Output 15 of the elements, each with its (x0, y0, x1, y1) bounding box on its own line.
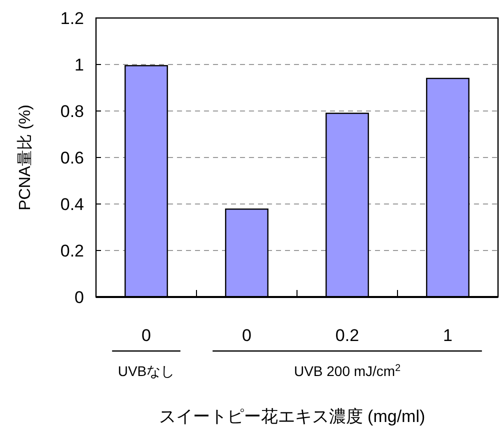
y-tick-label: 1 (74, 56, 84, 74)
x-tick-label: 0 (142, 326, 151, 345)
y-tick-label: 0 (74, 288, 84, 307)
y-tick-label: 1.2 (60, 9, 84, 28)
x-tick-label: 0 (242, 326, 252, 345)
x-axis-title: スイートピー花エキス濃度 (mg/ml) (158, 407, 426, 426)
y-tick-label: 0.4 (60, 195, 84, 214)
y-tick-label: 0.2 (60, 242, 84, 260)
x-tick-label: 0.2 (335, 326, 360, 345)
y-axis-title: PCNA量比 (%) (16, 104, 34, 210)
x-tick-label: 1 (443, 326, 452, 345)
y-tick-label: 0.6 (60, 148, 84, 168)
y-tick-label: 0.8 (60, 102, 84, 121)
text: UVB 200 mJ/cm$^{2}$ (294, 362, 401, 379)
text: UVBなし (118, 363, 175, 379)
